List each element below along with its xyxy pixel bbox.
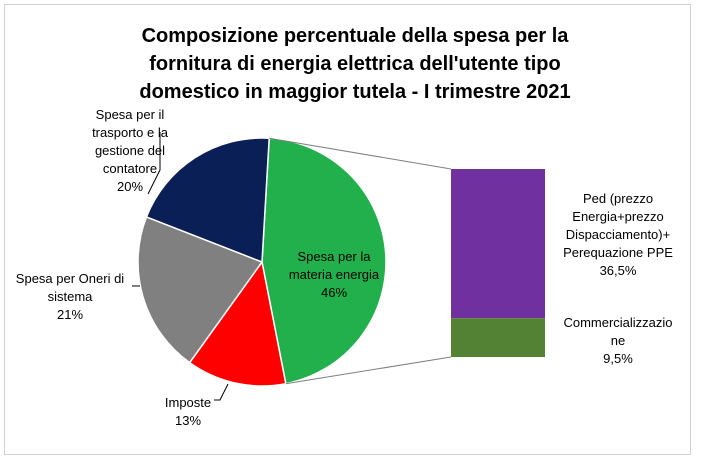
pie-slice-imposte bbox=[188, 260, 287, 387]
connector-line-top bbox=[269, 137, 452, 170]
pie-slice-materia bbox=[261, 137, 387, 385]
bar-segment-comm bbox=[451, 318, 545, 357]
label-materia-energia: Spesa per la materia energia 46% bbox=[288, 249, 380, 300]
pie-slice-trasporto bbox=[145, 137, 270, 264]
label-imposte: Imposte 13% bbox=[164, 395, 212, 428]
label-transport: Spesa per il trasporto e la gestione del… bbox=[92, 107, 168, 194]
pie-slice-oneri bbox=[137, 215, 264, 364]
label-oneri-sistema: Spesa per Oneri di sistema 21% bbox=[15, 271, 125, 322]
label-commercializzazione: Commercializzazio ne 9,5% bbox=[563, 315, 673, 366]
bar-segment-ped bbox=[451, 169, 545, 319]
chart-title: Composizione percentuale della spesa per… bbox=[139, 25, 571, 103]
connector-line-bottom bbox=[285, 356, 452, 385]
leader-line-transport bbox=[147, 132, 161, 195]
leader-line-imposte bbox=[214, 383, 229, 401]
label-ped: Ped (prezzo Energia+prezzo Dispacciament… bbox=[563, 191, 673, 278]
